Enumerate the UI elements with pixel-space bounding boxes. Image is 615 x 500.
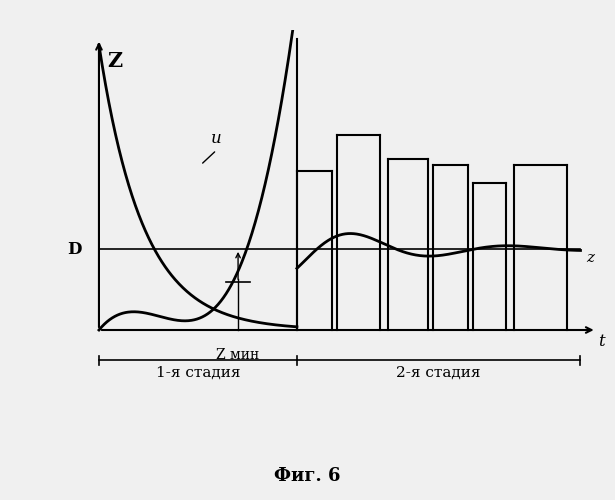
Text: z: z	[586, 251, 594, 265]
Text: t: t	[598, 333, 605, 350]
Text: 2-я стадия: 2-я стадия	[397, 366, 481, 380]
Text: u: u	[212, 130, 222, 147]
Text: D: D	[68, 240, 82, 258]
Text: 1-я стадия: 1-я стадия	[156, 366, 240, 380]
Text: Фиг. 6: Фиг. 6	[274, 467, 341, 485]
Text: Z мин: Z мин	[216, 348, 260, 362]
Text: Z: Z	[107, 51, 122, 71]
